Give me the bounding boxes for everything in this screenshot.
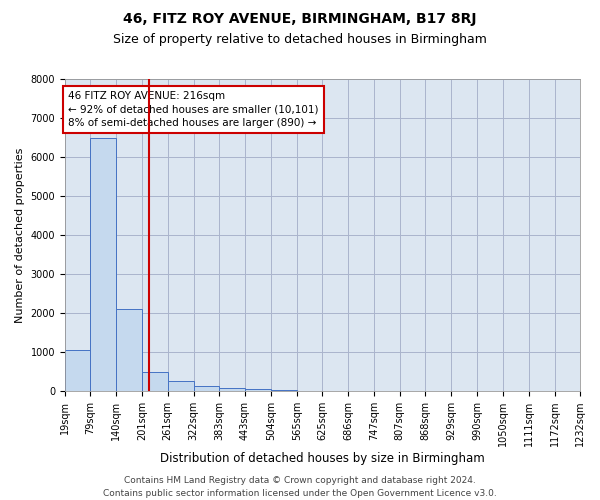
- Bar: [194, 386, 220, 391]
- X-axis label: Distribution of detached houses by size in Birmingham: Distribution of detached houses by size …: [160, 452, 485, 465]
- Text: 46, FITZ ROY AVENUE, BIRMINGHAM, B17 8RJ: 46, FITZ ROY AVENUE, BIRMINGHAM, B17 8RJ: [123, 12, 477, 26]
- Bar: [142, 372, 167, 391]
- Text: Size of property relative to detached houses in Birmingham: Size of property relative to detached ho…: [113, 32, 487, 46]
- Bar: [245, 390, 271, 391]
- Bar: [65, 350, 91, 391]
- Y-axis label: Number of detached properties: Number of detached properties: [15, 148, 25, 323]
- Bar: [220, 388, 245, 391]
- Text: 46 FITZ ROY AVENUE: 216sqm
← 92% of detached houses are smaller (10,101)
8% of s: 46 FITZ ROY AVENUE: 216sqm ← 92% of deta…: [68, 92, 319, 128]
- Bar: [167, 380, 194, 391]
- Text: Contains HM Land Registry data © Crown copyright and database right 2024.
Contai: Contains HM Land Registry data © Crown c…: [103, 476, 497, 498]
- Bar: [91, 138, 116, 391]
- Bar: [116, 310, 142, 391]
- Bar: [271, 390, 297, 391]
